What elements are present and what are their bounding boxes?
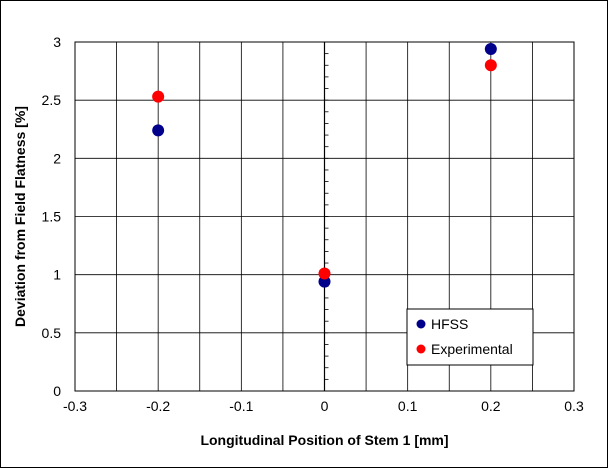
x-tick-label: 0 — [321, 398, 329, 414]
x-tick-label: 0.3 — [564, 398, 584, 414]
y-tick-label: 1 — [53, 267, 61, 283]
x-tick-label: -0.3 — [63, 398, 87, 414]
y-tick-labels: 0 0.5 1 1.5 2 2.5 3 — [42, 34, 62, 399]
y-tick-label: 1.5 — [42, 209, 62, 225]
legend-marker-hfss — [416, 319, 426, 329]
data-point-experimental — [484, 59, 497, 72]
y-tick-label: 3 — [53, 34, 61, 50]
y-tick-label: 2 — [53, 150, 61, 166]
y-tick-label: 2.5 — [42, 92, 62, 108]
data-point-experimental — [318, 267, 331, 280]
x-tick-label: 0.1 — [398, 398, 418, 414]
data-point-hfss — [484, 42, 497, 55]
y-tick-label: 0 — [53, 383, 61, 399]
data-point-hfss — [152, 124, 165, 137]
y-axis-title: Deviation from Field Flatness [%] — [12, 106, 28, 327]
x-tick-label: 0.2 — [481, 398, 501, 414]
legend-label-hfss: HFSS — [431, 316, 468, 332]
x-tick-labels: -0.3 -0.2 -0.1 0 0.1 0.2 0.3 — [63, 398, 584, 414]
x-axis-title: Longitudinal Position of Stem 1 [mm] — [200, 432, 448, 448]
data-points — [152, 42, 497, 288]
plot-area-border — [74, 41, 575, 392]
x-tick-label: -0.2 — [146, 398, 170, 414]
y-tick-label: 0.5 — [42, 325, 62, 341]
legend: HFSS Experimental — [406, 308, 534, 366]
x-tick-label: -0.1 — [229, 398, 253, 414]
data-point-experimental — [152, 90, 165, 103]
legend-marker-experimental — [416, 344, 426, 354]
legend-label-experimental: Experimental — [431, 341, 513, 357]
legend-box — [406, 308, 534, 366]
